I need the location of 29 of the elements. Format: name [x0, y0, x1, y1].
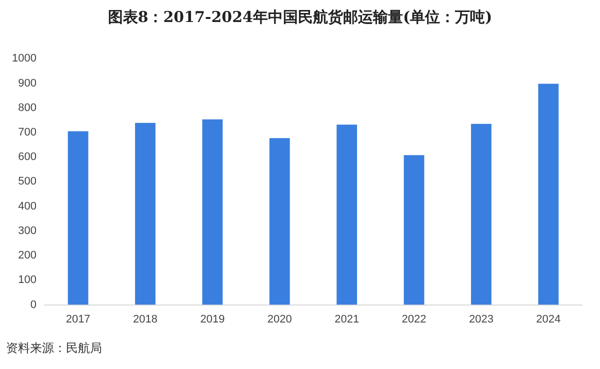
x-tick-label: 2018	[133, 313, 158, 326]
x-tick-label: 2020	[267, 313, 292, 326]
bar	[269, 138, 290, 305]
y-tick-label: 200	[18, 250, 36, 262]
y-tick-label: 1000	[12, 52, 36, 65]
y-tick-label: 400	[18, 200, 36, 212]
bar	[336, 124, 358, 305]
y-tick-label: 100	[18, 274, 36, 286]
y-tick-label: 600	[18, 151, 36, 164]
y-tick-label: 700	[18, 126, 36, 138]
y-tick-label: 900	[18, 77, 36, 90]
bar	[404, 155, 424, 305]
y-tick-label: 0	[30, 298, 36, 311]
bar	[202, 119, 223, 305]
x-tick-label: 2017	[66, 313, 90, 326]
y-tick-label: 300	[18, 224, 36, 237]
text: 资料来源：民航局	[6, 340, 102, 357]
y-tick-label: 800	[18, 102, 36, 114]
bar	[68, 131, 88, 305]
x-tick-label: 2022	[402, 313, 426, 326]
x-tick-label: 2024	[536, 313, 561, 326]
x-tick-label: 2019	[200, 313, 225, 326]
bar	[135, 122, 156, 305]
bar	[538, 84, 559, 305]
x-tick-label: 2021	[334, 313, 360, 326]
x-tick-label: 2023	[468, 313, 494, 326]
chart-title: 图表8：2017-2024年中国民航货邮运输量(单位：万吨)	[106, 8, 494, 27]
bar	[471, 124, 492, 305]
y-tick-label: 500	[18, 176, 36, 188]
